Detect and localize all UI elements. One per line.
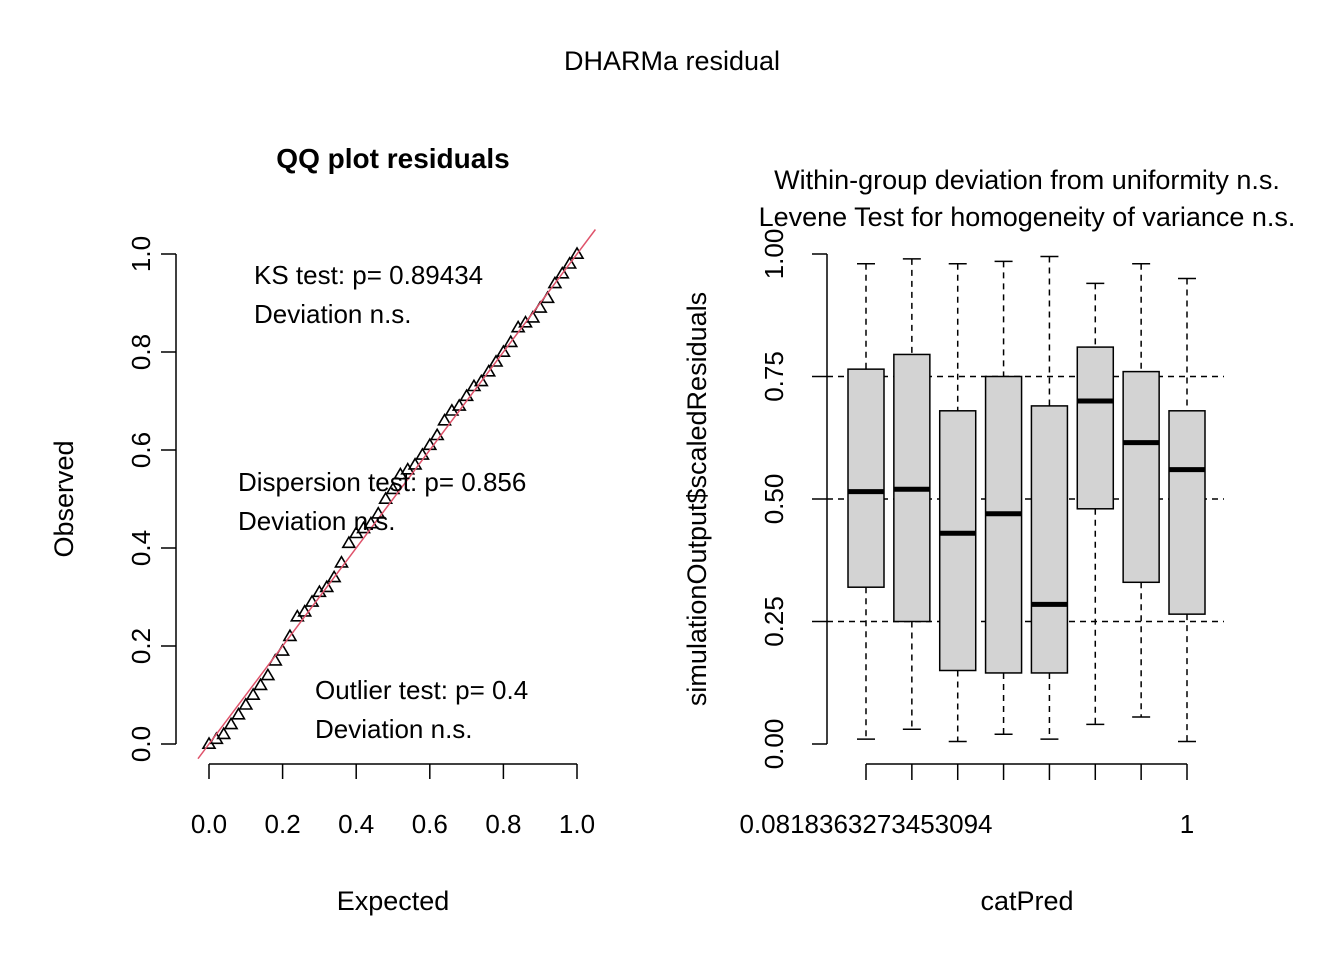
boxplot-panel: Within-group deviation from uniformity n… (682, 165, 1295, 916)
box-group (938, 263, 977, 743)
qq-point (554, 266, 570, 279)
qq-y-tick-label: 0.8 (126, 334, 156, 370)
qq-x-tick-label: 0.4 (338, 809, 374, 839)
box-y-tick-label: 0.50 (759, 474, 789, 525)
qq-point (231, 707, 246, 720)
box-groups (847, 255, 1206, 743)
qq-x-tick-label: 0.8 (485, 809, 521, 839)
box-group (893, 258, 931, 731)
qq-point (437, 413, 452, 426)
qq-y-tick-label: 0.2 (126, 628, 156, 664)
qq-point (245, 687, 261, 701)
qq-y-axis-label: Observed (49, 440, 79, 557)
qq-point (488, 354, 504, 367)
box-x-tick-label-last: 1 (1180, 809, 1194, 839)
qq-point (496, 344, 511, 358)
box-y-tick-label: 0.25 (759, 596, 789, 647)
ks-test-text: KS test: p= 0.89434 (254, 260, 483, 290)
qq-point (547, 275, 563, 289)
qq-plot-title: QQ plot residuals (276, 143, 509, 174)
boxplot-title-line2: Levene Test for homogeneity of variance … (759, 202, 1296, 232)
qq-point (282, 628, 298, 642)
qq-point (385, 481, 401, 495)
figure-title: DHARMa residual (564, 46, 780, 76)
boxplot-title-line1: Within-group deviation from uniformity n… (774, 165, 1280, 195)
qq-point (562, 256, 578, 269)
qq-point (216, 726, 232, 740)
box-reference-lines (827, 375, 1224, 623)
box-x-axis-label: catPred (980, 886, 1073, 916)
qq-point (341, 535, 357, 549)
qq-point (481, 364, 497, 377)
qq-y-tick-label: 1.0 (126, 236, 156, 272)
qq-point (260, 667, 276, 681)
outlier-deviation-text: Deviation n.s. (315, 714, 473, 744)
qq-x-tick-label: 0.6 (412, 809, 448, 839)
qq-point (473, 373, 489, 387)
qq-point (319, 579, 335, 593)
qq-x-tick-label: 0.2 (265, 809, 301, 839)
dispersion-deviation-text: Deviation n.s. (238, 506, 396, 536)
qq-point (326, 569, 342, 583)
box-group (1122, 263, 1160, 718)
box-iqr (1076, 346, 1115, 510)
box-y-tick-label: 0.75 (759, 351, 789, 402)
qq-x-ticks: 0.0 0.2 0.4 0.6 0.8 1.0 (191, 764, 595, 839)
qq-plot-panel: QQ plot residuals 0.0 0.2 0.4 0.6 0.8 1.0 0.0… (49, 143, 596, 916)
box-iqr (984, 375, 1023, 674)
box-iqr (1122, 370, 1160, 584)
box-iqr (1168, 410, 1206, 615)
dispersion-test-text: Dispersion test: p= 0.856 (238, 467, 526, 497)
qq-point (503, 334, 519, 348)
qq-point (253, 677, 268, 691)
box-group (984, 260, 1023, 735)
box-y-tick-label: 1.00 (759, 229, 789, 280)
qq-point (223, 716, 239, 730)
box-group (847, 263, 885, 740)
box-group (1076, 282, 1115, 726)
qq-point (569, 246, 585, 260)
box-y-ticks: 0.00 0.25 0.50 0.75 1.00 (759, 229, 827, 770)
qq-point (238, 697, 254, 710)
qq-x-tick-label: 1.0 (559, 809, 595, 839)
box-iqr (938, 410, 977, 672)
qq-y-ticks: 0.0 0.2 0.4 0.6 0.8 1.0 (126, 236, 176, 762)
qq-x-tick-label: 0.0 (191, 809, 227, 839)
box-y-tick-label: 0.00 (759, 719, 789, 770)
box-x-tick-label-first: 0.0818363273453094 (739, 809, 992, 839)
qq-x-axis-label: Expected (337, 886, 450, 916)
qq-reference-line (197, 229, 596, 760)
outlier-test-text: Outlier test: p= 0.4 (315, 675, 528, 705)
qq-y-tick-label: 0.4 (126, 530, 156, 566)
box-y-axis-label: simulationOutput$scaledResiduals (682, 292, 712, 706)
box-x-ticks (865, 763, 1188, 780)
box-group (1168, 277, 1206, 743)
qq-y-tick-label: 0.0 (126, 726, 156, 762)
qq-y-tick-label: 0.6 (126, 432, 156, 468)
box-iqr (847, 368, 885, 588)
ks-deviation-text: Deviation n.s. (254, 299, 412, 329)
box-group (1030, 255, 1069, 740)
box-iqr (1030, 405, 1069, 674)
qq-point (378, 491, 394, 505)
